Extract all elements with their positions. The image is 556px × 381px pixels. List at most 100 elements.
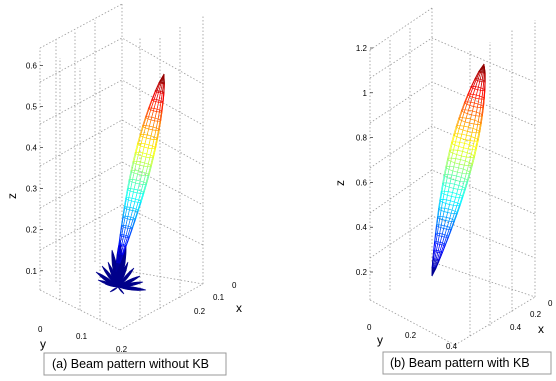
surface-meridian	[462, 189, 466, 198]
surface-meridian	[435, 225, 438, 235]
surface-meridian	[475, 107, 478, 116]
surface-meridian	[467, 123, 470, 132]
surface-meridian	[456, 128, 460, 137]
surface-meridian	[159, 120, 162, 131]
surface-meridian	[454, 154, 457, 163]
surface-meridian	[128, 190, 131, 200]
surface-meridian	[470, 78, 475, 87]
surface-meridian	[119, 245, 122, 255]
surface-meridian	[135, 144, 139, 154]
surface-meridian	[122, 207, 125, 217]
surface-meridian	[443, 166, 446, 176]
surface-meridian	[454, 136, 458, 146]
surface-meridian	[445, 212, 448, 221]
surface-meridian	[462, 121, 466, 131]
surface-meridian	[156, 130, 159, 140]
surface-meridian	[140, 193, 144, 203]
surface-meridian	[448, 221, 453, 230]
surface-meridian	[121, 216, 123, 226]
surface-meridian	[450, 153, 453, 162]
surface-meridian	[441, 184, 444, 193]
surface-meridian	[478, 132, 481, 141]
panel-a: 0.1 0.2 0.3 0.4 0.5 0.6 z 0 0.1 0.2 y 0 0.1 0…	[5, 3, 242, 376]
surface-meridian	[451, 188, 454, 197]
surface-meridian	[455, 172, 458, 181]
surface-meridian	[460, 197, 464, 206]
panel-a-x-axis-label: x	[236, 301, 242, 315]
surface-meridian	[134, 211, 138, 220]
surface-meridian	[482, 81, 484, 91]
surface-meridian	[125, 237, 130, 247]
surface-meridian	[153, 148, 156, 158]
surface-meridian	[459, 111, 463, 120]
surface-meridian	[161, 102, 163, 113]
surface-meridian	[434, 251, 437, 260]
grid-line	[369, 37, 536, 83]
surface-meridian	[139, 156, 143, 166]
surface-meridian	[474, 71, 480, 80]
z-tick-label: 0.5	[26, 103, 38, 112]
surface-meridian	[155, 121, 158, 131]
panel-a-y-tick: 0.1	[76, 332, 88, 341]
surface-meridian	[162, 93, 165, 103]
z-tick-label: 0.2	[26, 226, 38, 235]
side-lobe	[99, 275, 119, 288]
surface-meridian	[473, 98, 476, 107]
surface-meridian	[137, 135, 141, 145]
panel-b-x-axis-label: x	[538, 322, 544, 336]
surface-meridian	[481, 107, 483, 117]
surface-meridian	[133, 153, 137, 163]
surface-meridian	[470, 164, 473, 174]
surface-meridian	[471, 157, 474, 166]
surface-meridian	[150, 100, 154, 110]
surface-meridian	[448, 178, 452, 188]
panel-b-y-tick: 0	[367, 323, 372, 332]
surface-meridian	[451, 213, 455, 222]
surface-meridian	[129, 181, 133, 191]
surface-meridian	[461, 181, 465, 190]
surface-meridian	[441, 236, 445, 245]
surface-meridian	[479, 123, 482, 133]
surface-meridian	[436, 216, 438, 226]
surface-meridian	[481, 72, 484, 82]
surface-meridian	[475, 124, 478, 133]
surface-meridian	[433, 242, 435, 251]
surface-meridian	[483, 90, 485, 100]
surface-meridian	[147, 138, 151, 149]
grid-line	[431, 261, 536, 298]
surface-meridian	[468, 157, 471, 166]
surface-meridian	[457, 181, 461, 190]
surface-meridian	[125, 228, 129, 238]
surface-meridian	[150, 110, 154, 120]
surface-meridian	[464, 94, 468, 103]
surface-meridian	[126, 236, 130, 247]
surface-meridian	[142, 117, 146, 127]
z-tick-label: 0.4	[356, 223, 368, 232]
surface-meridian	[119, 225, 122, 235]
surface-meridian	[147, 157, 151, 167]
surface-meridian	[476, 140, 479, 149]
grid-line	[121, 269, 204, 285]
surface-meridian	[458, 138, 462, 147]
surface-meridian	[137, 202, 141, 212]
surface-meridian	[154, 139, 157, 149]
surface-meridian	[454, 212, 458, 222]
surface-meridian	[137, 193, 141, 203]
grid-line	[39, 289, 121, 331]
surface-meridian	[472, 156, 475, 165]
surface-meridian	[434, 233, 436, 243]
surface-meridian	[467, 86, 472, 95]
surface-meridian	[444, 168, 447, 177]
surface-meridian	[131, 172, 135, 182]
surface-meridian	[152, 148, 155, 158]
grid-line	[39, 79, 204, 126]
surface-meridian	[431, 268, 437, 277]
surface-meridian	[156, 102, 159, 112]
surface-meridian	[440, 192, 442, 202]
surface-meridian	[163, 83, 165, 94]
surface-meridian	[436, 252, 440, 261]
surface-meridian	[119, 235, 122, 246]
z-tick-label: 1	[363, 89, 368, 98]
surface-meridian	[145, 108, 150, 118]
